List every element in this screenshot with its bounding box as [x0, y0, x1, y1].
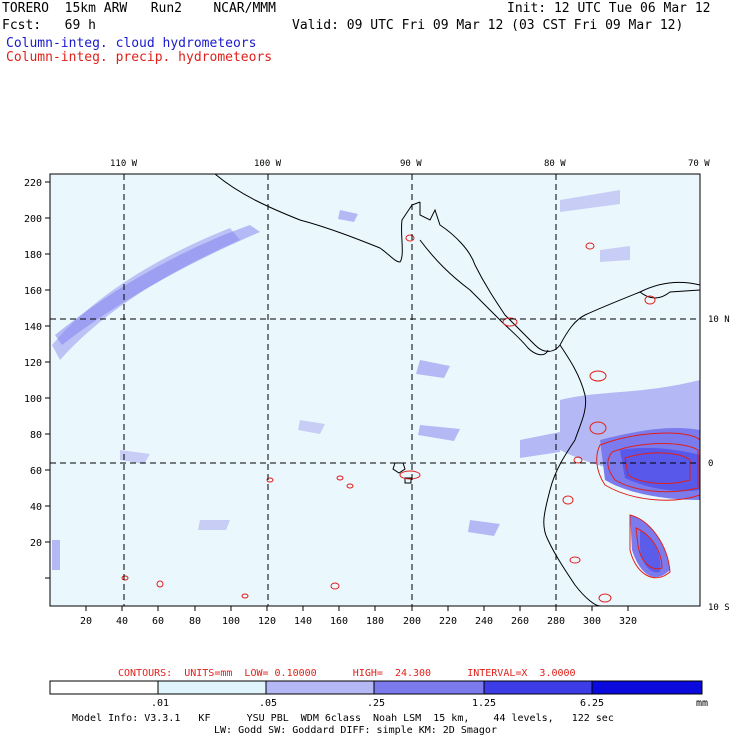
forecast-hour: Fcst: 69 h [2, 18, 96, 33]
x-tick-label: 80 [189, 616, 201, 627]
legend-tick: 6.25 [580, 698, 604, 709]
y-tick-label: 100 [24, 394, 42, 405]
y-tick-label: 180 [24, 250, 42, 261]
legend-bin [591, 680, 703, 695]
legend-tick-labels: .01 .05 .25 1.25 6.25 mm [151, 698, 708, 709]
legend-bin [483, 680, 593, 695]
precip-contours [121, 234, 701, 603]
legend-bin [373, 680, 485, 695]
legend-bar [49, 680, 703, 695]
model-info: Model Info: V3.3.1 KF YSU PBL WDM 6class… [72, 713, 614, 724]
y-tick-label: 40 [30, 502, 42, 513]
lon-label: 110 W [110, 159, 138, 169]
y-tick-label: 220 [24, 178, 42, 189]
legend-tick: .05 [259, 698, 277, 709]
contour-info: CONTOURS: UNITS=mm LOW= 0.10000 HIGH= 24… [118, 668, 576, 679]
y-tick-labels: 220 200 180 160 140 120 100 80 60 40 20 [24, 178, 42, 549]
x-tick-label: 320 [619, 616, 637, 627]
field-cloud-label: Column-integ. cloud hydrometeors [6, 36, 257, 51]
grid-lines [50, 174, 700, 606]
y-tick-label: 200 [24, 214, 42, 225]
x-tick-label: 220 [439, 616, 457, 627]
x-tick-labels: 20 40 60 80 100 120 140 160 180 200 220 … [80, 616, 637, 627]
x-tick-label: 60 [152, 616, 164, 627]
lat-label: 0 [708, 459, 713, 469]
x-tick-label: 280 [547, 616, 565, 627]
legend-bin [49, 680, 159, 695]
lat-label: 10 S [708, 603, 730, 613]
x-tick-label: 180 [366, 616, 384, 627]
y-tick-label: 60 [30, 466, 42, 477]
x-tick-label: 120 [258, 616, 276, 627]
coastlines [214, 173, 701, 607]
lon-label: 80 W [544, 159, 566, 169]
y-tick-label: 140 [24, 322, 42, 333]
y-tick-label: 80 [30, 430, 42, 441]
physics-info: LW: Godd SW: Goddard DIFF: simple KM: 2D… [214, 725, 497, 736]
y-tick-label: 20 [30, 538, 42, 549]
lon-label: 70 W [688, 159, 710, 169]
legend-unit: mm [696, 698, 708, 709]
x-tick-label: 200 [403, 616, 421, 627]
legend-tick: .01 [151, 698, 169, 709]
legend-tick: .25 [367, 698, 385, 709]
map-ocean-background [50, 174, 700, 606]
field-precip-label: Column-integ. precip. hydrometeors [6, 50, 273, 65]
valid-time: Valid: 09 UTC Fri 09 Mar 12 (03 CST Fri … [292, 18, 684, 33]
lon-label: 100 W [254, 159, 282, 169]
x-tick-label: 160 [330, 616, 348, 627]
axis-ticks [45, 181, 629, 611]
y-tick-label: 160 [24, 286, 42, 297]
y-tick-label: 120 [24, 358, 42, 369]
legend-bin [265, 680, 375, 695]
x-tick-label: 20 [80, 616, 92, 627]
legend-tick: 1.25 [472, 698, 496, 709]
lon-label: 90 W [400, 159, 422, 169]
x-tick-label: 260 [511, 616, 529, 627]
legend-bin [157, 680, 267, 695]
x-tick-label: 40 [116, 616, 128, 627]
lat-label: 10 N [708, 315, 730, 325]
init-time: Init: 12 UTC Tue 06 Mar 12 [507, 1, 711, 16]
x-tick-label: 140 [294, 616, 312, 627]
x-tick-label: 300 [583, 616, 601, 627]
x-tick-label: 240 [475, 616, 493, 627]
x-tick-label: 100 [222, 616, 240, 627]
header-title: TORERO 15km ARW Run2 NCAR/MMM [2, 1, 276, 16]
